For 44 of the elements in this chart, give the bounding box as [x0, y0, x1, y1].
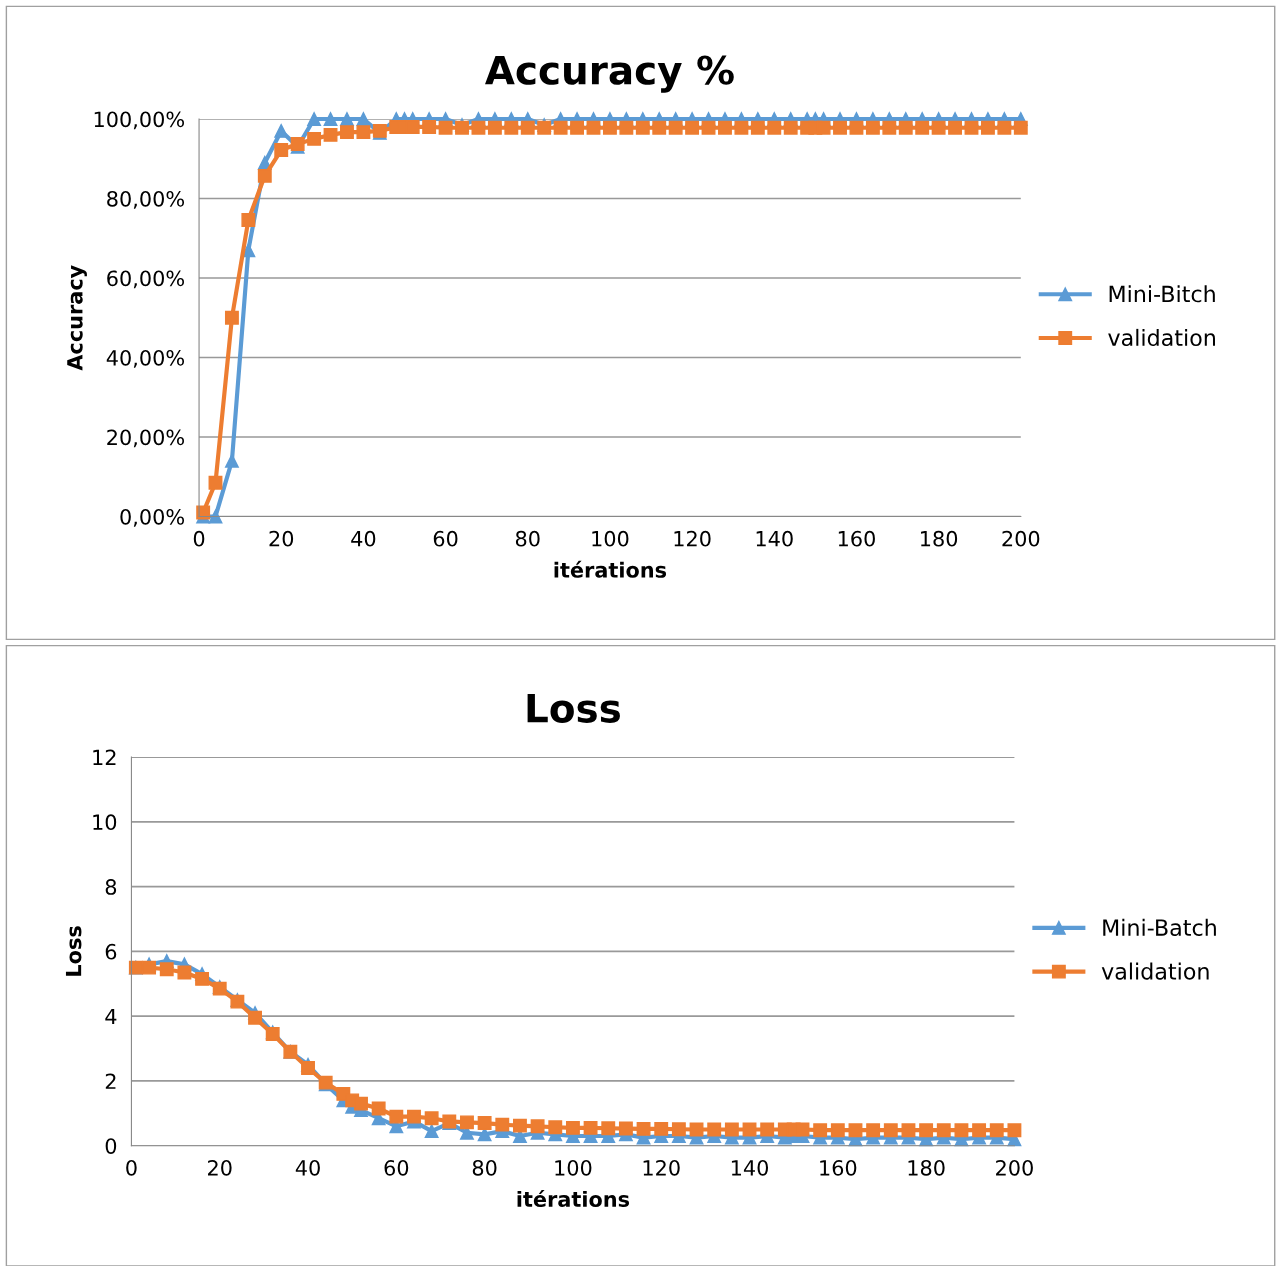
x-tick-label: 120 — [674, 530, 711, 547]
x-tick-label: 100 — [555, 1159, 592, 1176]
x-axis-title: itérations — [554, 560, 667, 578]
x-tick-label: 0 — [193, 530, 205, 547]
x-tick-label: 20 — [208, 1159, 232, 1176]
y-tick-label: 20,00% — [107, 429, 185, 448]
x-tick-label: 160 — [838, 530, 875, 547]
chart-title: Accuracy % — [485, 55, 734, 93]
y-tick-label: 0 — [105, 1138, 117, 1154]
x-tick-label: 40 — [351, 530, 376, 547]
x-tick-label: 180 — [921, 530, 958, 547]
x-tick-label: 60 — [384, 1159, 409, 1176]
x-axis-title: itérations — [517, 1190, 630, 1208]
y-tick-label: 2 — [105, 1073, 116, 1089]
x-tick-label: 80 — [515, 530, 540, 547]
x-tick-label: 80 — [472, 1159, 497, 1176]
x-tick-label: 160 — [820, 1159, 857, 1176]
y-axis-title: Accuracy — [67, 265, 87, 371]
x-tick-label: 20 — [269, 530, 294, 547]
legend-label: validation — [1108, 328, 1215, 347]
x-tick-label: 200 — [996, 1159, 1033, 1176]
x-tick-label: 140 — [756, 530, 793, 547]
y-tick-label: 4 — [105, 1008, 117, 1025]
y-tick-label: 10 — [93, 814, 117, 831]
x-tick-label: 140 — [731, 1159, 769, 1176]
legend-label: validation — [1101, 962, 1209, 980]
x-tick-label: 120 — [643, 1159, 680, 1176]
y-tick-label: 12 — [93, 749, 116, 765]
y-tick-label: 80,00% — [107, 190, 185, 209]
y-tick-label: 100,00% — [94, 111, 185, 130]
y-tick-label: 8 — [105, 879, 117, 895]
y-axis-title: Loss — [65, 926, 82, 976]
x-tick-label: 100 — [592, 530, 629, 547]
x-tick-label: 200 — [1002, 530, 1040, 547]
y-tick-label: 60,00% — [107, 270, 185, 289]
legend-label: Mini-Bitch — [1109, 285, 1215, 303]
y-tick-label: 40,00% — [106, 349, 185, 368]
x-tick-label: 180 — [908, 1159, 945, 1176]
legend-label: Mini-Batch — [1103, 918, 1216, 936]
y-tick-label: 0,00% — [120, 508, 185, 527]
x-tick-label: 40 — [295, 1159, 320, 1176]
y-tick-label: 6 — [105, 943, 117, 960]
x-tick-label: 60 — [433, 530, 458, 547]
chart-title: Loss — [527, 693, 620, 723]
